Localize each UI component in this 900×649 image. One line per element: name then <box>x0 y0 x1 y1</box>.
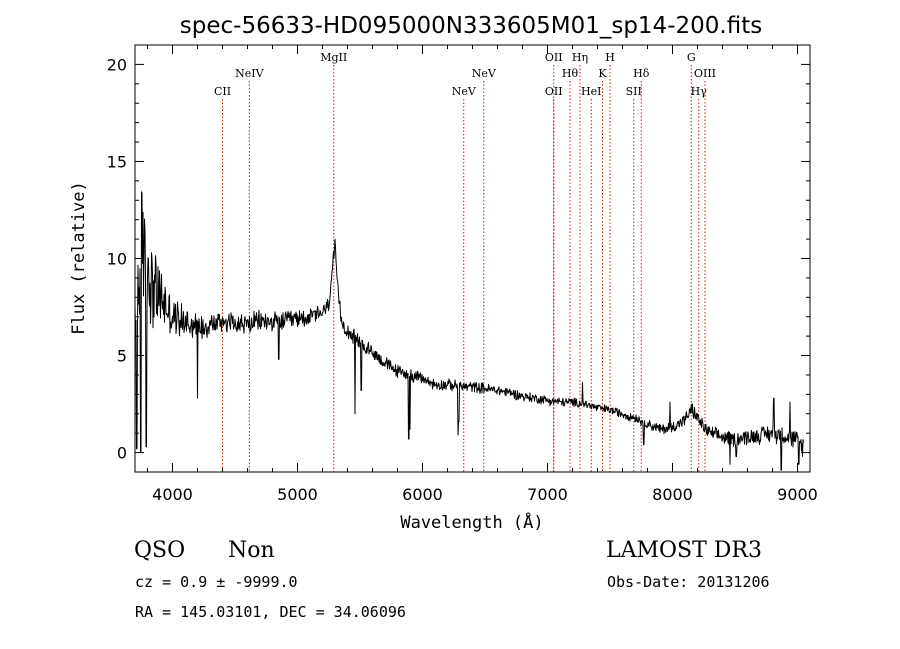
spectrum-curve-layer <box>134 191 804 471</box>
y-tick-label-0: 0 <box>117 444 127 463</box>
y-axis-label: Flux (relative) <box>69 181 89 335</box>
x-tick-label-2: 6000 <box>402 485 443 504</box>
x-tick-label-1: 5000 <box>277 485 318 504</box>
line-marker-label-11: H <box>605 51 615 64</box>
line-marker-label-4: NeV <box>472 67 497 80</box>
line-marker-label-1: NeIV <box>235 67 264 80</box>
survey-name: LAMOST DR3 <box>606 538 762 563</box>
line-marker-label-6: OII <box>545 85 563 98</box>
line-marker-label-7: Hθ <box>562 67 579 80</box>
spectrum-line <box>134 191 804 471</box>
x-tick-label-5: 9000 <box>777 485 818 504</box>
observation-date: Obs-Date: 20131206 <box>607 573 770 591</box>
x-tick-label-0: 4000 <box>152 485 193 504</box>
coordinates-readout: RA = 145.03101, DEC = 34.06096 <box>135 603 406 621</box>
line-marker-label-3: NeV <box>452 85 477 98</box>
y-tick-label-2: 10 <box>107 250 127 269</box>
object-subclass: Non <box>228 538 275 563</box>
line-marker-label-16: OIII <box>694 67 716 80</box>
line-marker-label-0: CII <box>214 85 231 98</box>
object-class: QSO <box>134 538 186 563</box>
y-tick-label-3: 15 <box>107 152 127 171</box>
line-marker-label-10: K <box>598 67 607 80</box>
line-marker-label-9: HeI <box>581 85 601 98</box>
x-axis-label: Wavelength (Å) <box>400 511 543 533</box>
axes: 4000 5000 6000 7000 8000 9000 0 5 10 15 20 <box>107 44 818 504</box>
x-tick-label-3: 7000 <box>527 485 568 504</box>
chart-title: spec-56633-HD095000N333605M01_sp14-200.f… <box>180 13 762 39</box>
line-marker-label-13: Hδ <box>633 67 650 80</box>
y-tick-label-1: 5 <box>117 347 127 366</box>
line-marker-label-14: G <box>687 51 696 64</box>
spectral-line-markers: CII NeIV MgII NeV NeV OII OII Hθ Hη HeI KH SII Hδ G Hγ… <box>214 51 716 472</box>
x-tick-label-4: 8000 <box>652 485 693 504</box>
line-marker-label-15: Hγ <box>691 85 708 98</box>
plot-frame <box>134 44 811 473</box>
line-marker-label-12: SII <box>626 85 642 98</box>
line-marker-label-2: MgII <box>320 51 347 64</box>
line-marker-label-5: OII <box>545 51 563 64</box>
y-tick-label-4: 20 <box>107 55 127 74</box>
line-marker-label-8: Hη <box>572 51 588 64</box>
redshift-readout: cz = 0.9 ± -9999.0 <box>135 573 298 591</box>
